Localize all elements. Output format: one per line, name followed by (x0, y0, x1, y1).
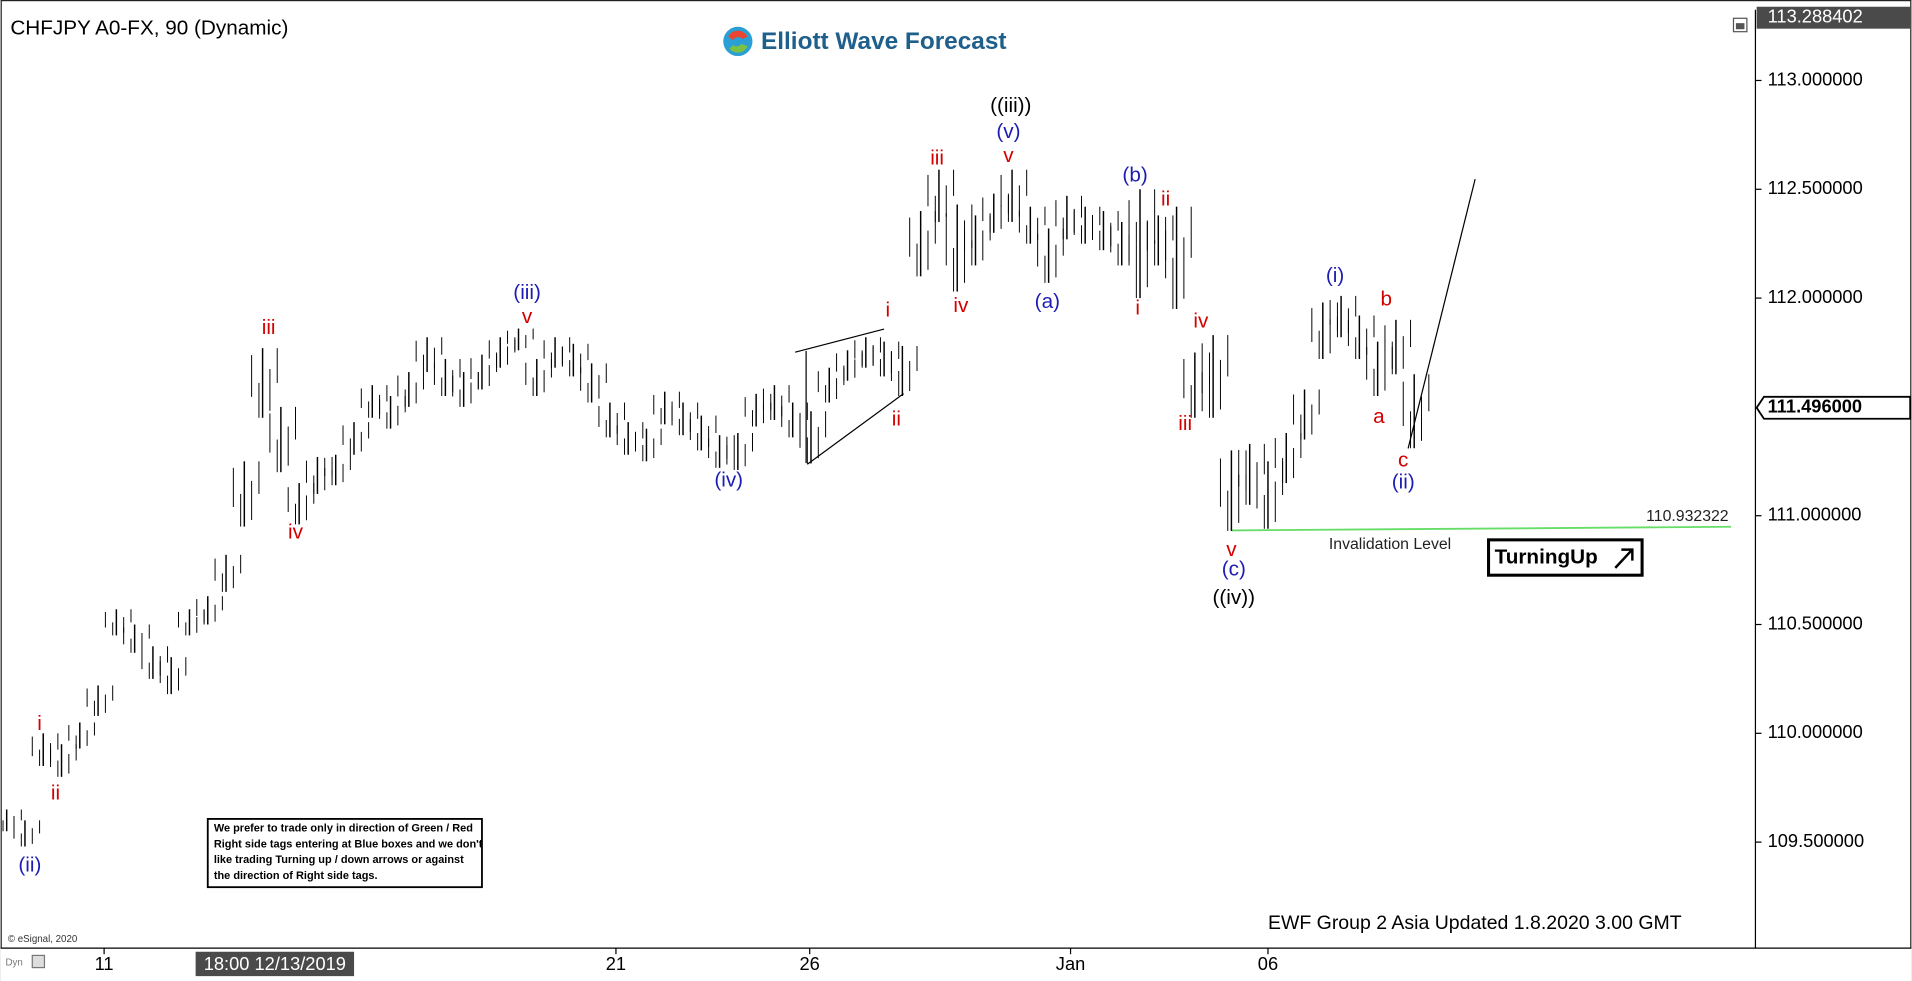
trend-line (806, 393, 904, 465)
y-tick-label: 110.000000 (1768, 721, 1863, 742)
invalidation-name: Invalidation Level (1329, 536, 1451, 553)
last-price-tag (1755, 395, 1912, 420)
wave-label: iv (953, 294, 969, 317)
invalidation-line (1231, 525, 1732, 532)
logo: Elliott Wave Forecast (723, 26, 1006, 57)
last-price-label: 111.496000 (1768, 396, 1863, 417)
wave-label: (a) (1035, 290, 1060, 313)
wave-label: ii (51, 782, 60, 805)
wave-label: ii (1161, 188, 1170, 211)
wave-label: iii (930, 146, 944, 169)
y-tick-label: 112.000000 (1768, 286, 1863, 307)
wave-label: v (1226, 538, 1237, 561)
wave-label: v (1003, 144, 1014, 167)
corner-icon[interactable] (31, 954, 46, 969)
wave-label: i (1135, 296, 1140, 319)
y-tick-label: 112.500000 (1768, 177, 1863, 198)
wave-label: iii (1178, 412, 1192, 435)
logo-text: Elliott Wave Forecast (761, 28, 1006, 55)
wave-label: (iv) (714, 468, 743, 491)
wave-label: iv (1193, 309, 1209, 332)
wave-label: i (37, 712, 42, 735)
wave-label: v (522, 305, 533, 328)
top-price-label: 113.288402 (1768, 6, 1863, 27)
wave-label: (ii) (18, 854, 41, 877)
x-tick-label: Jan (1056, 953, 1085, 974)
wave-label: c (1398, 449, 1408, 472)
wave-label: a (1373, 405, 1385, 428)
disclaimer-line: Right side tags entering at Blue boxes a… (214, 838, 483, 850)
logo-swirl (729, 43, 748, 53)
wave-label: ii (892, 407, 901, 430)
chart-title: CHFJPY A0-FX, 90 (Dynamic) (10, 17, 288, 40)
disclaimer-frame (206, 818, 483, 889)
wave-label: (iii) (513, 281, 541, 304)
wave-label: ((iii)) (990, 94, 1031, 117)
wave-label: iv (288, 521, 304, 544)
window-icon-inner (1735, 23, 1745, 30)
logo-swirl (728, 30, 748, 41)
footer: EWF Group 2 Asia Updated 1.8.2020 3.00 G… (1268, 912, 1682, 934)
disclaimer-line: like trading Turning up / down arrows or… (214, 854, 464, 866)
x-tick-label: 21 (606, 953, 626, 974)
x-tick-label: 26 (800, 953, 820, 974)
y-tick-label: 110.500000 (1768, 612, 1863, 633)
trend-line (794, 328, 885, 353)
window-icon[interactable] (1732, 17, 1748, 33)
y-tick-label: 109.500000 (1768, 830, 1865, 851)
wave-label: i (885, 299, 890, 322)
wave-label: (i) (1326, 264, 1344, 287)
corner-label: Dyn (5, 957, 22, 968)
y-tick-label: 111.000000 (1768, 504, 1862, 525)
wave-label: (v) (996, 120, 1020, 143)
disclaimer-line: the direction of Right side tags. (214, 870, 378, 882)
wave-drawings (794, 178, 1476, 465)
invalidation-value: 110.932322 (1646, 508, 1728, 525)
disclaimer-box (206, 818, 483, 889)
wave-label: (b) (1122, 164, 1147, 187)
disclaimer-line: We prefer to trade only in direction of … (214, 823, 473, 835)
top-price-tag (1756, 6, 1912, 29)
projection-line (1407, 178, 1476, 449)
cursor-time-tag (195, 951, 355, 977)
turning-frame (1487, 538, 1644, 577)
wave-label: iii (262, 316, 276, 339)
wave-label: (c) (1222, 558, 1246, 581)
wave-label: (ii) (1392, 471, 1415, 494)
turning-up-box: TurningUp (1487, 538, 1644, 577)
y-tick-label: 113.000000 (1768, 68, 1863, 89)
copyright: © eSignal, 2020 (8, 934, 78, 945)
x-tick-label: 11 (95, 953, 114, 974)
wave-label: ((iv)) (1213, 586, 1256, 609)
price-bars (2, 169, 1430, 847)
cursor-time-label: 18:00 12/13/2019 (204, 953, 346, 974)
turning-arrow (1614, 548, 1634, 569)
turning-label: TurningUp (1495, 546, 1598, 569)
wave-label: b (1380, 288, 1392, 311)
x-tick-label: 06 (1258, 953, 1278, 974)
